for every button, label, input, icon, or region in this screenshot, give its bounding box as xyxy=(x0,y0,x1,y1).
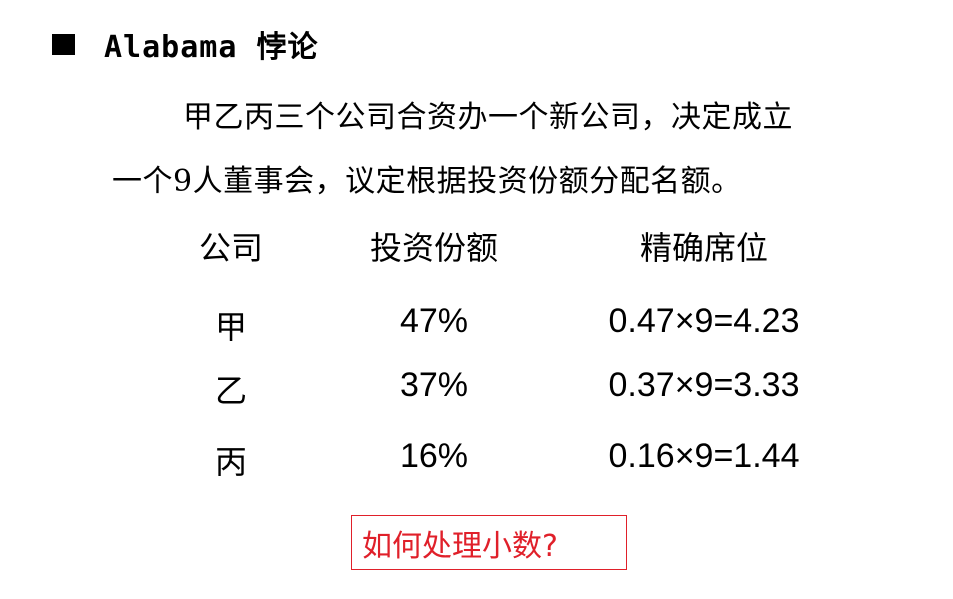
row-2-share: 37% xyxy=(399,366,469,404)
row-3-seats: 0.16×9=1.44 xyxy=(608,437,800,475)
paragraph-line-1: 甲乙丙三个公司合资办一个新公司，决定成立 xyxy=(183,100,793,135)
question-box: 如何处理小数? xyxy=(351,515,627,570)
paragraph-line-2-prefix: 一个 xyxy=(112,164,173,199)
square-bullet-icon xyxy=(52,33,75,55)
paragraph-line-2-suffix: 人董事会，议定根据投资份额分配名额。 xyxy=(192,164,742,199)
slide-title: Alabama 悖论 xyxy=(104,30,319,65)
header-share: 投资份额 xyxy=(369,229,499,267)
title-row: Alabama 悖论 xyxy=(52,22,319,66)
paragraph-line-2: 一个9人董事会，议定根据投资份额分配名额。 xyxy=(112,156,742,200)
row-2-company: 乙 xyxy=(214,372,248,410)
row-1-company: 甲 xyxy=(214,308,248,346)
header-seats: 精确席位 xyxy=(639,229,769,267)
row-1-share: 47% xyxy=(399,302,469,340)
row-3-share: 16% xyxy=(399,437,469,475)
row-1-seats: 0.47×9=4.23 xyxy=(608,302,800,340)
row-3-company: 丙 xyxy=(214,443,248,481)
row-2-seats: 0.37×9=3.33 xyxy=(608,366,800,404)
paragraph-line-2-number: 9 xyxy=(173,164,193,199)
header-company: 公司 xyxy=(198,229,264,267)
